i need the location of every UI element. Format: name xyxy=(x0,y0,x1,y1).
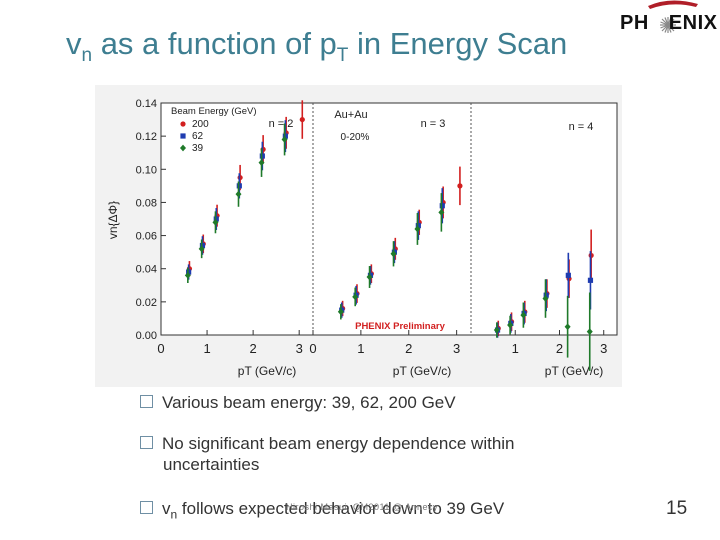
data-point-62 xyxy=(236,183,242,189)
data-point-39 xyxy=(184,271,191,279)
data-point-39 xyxy=(414,225,421,233)
bullet-text-v: v xyxy=(162,499,171,518)
data-point-62 xyxy=(565,272,571,278)
bullet-text-rest: follows expected behavior down to 39 GeV xyxy=(177,499,505,518)
bullet-text: Various beam energy: 39, 62, 200 GeV xyxy=(162,393,456,412)
data-point-62 xyxy=(213,216,219,222)
bullet-box-icon xyxy=(140,395,153,408)
data-point-200 xyxy=(237,174,243,181)
y-tick-label: 0.00 xyxy=(136,330,157,342)
bullet-box-icon xyxy=(140,501,153,514)
bullet-vn-follows: vn follows expected behavior down to 39 … xyxy=(140,498,504,525)
logo-text: PH ENIX xyxy=(620,12,717,35)
title-mid: as a function of p xyxy=(92,26,337,61)
title-sub-n: n xyxy=(81,45,93,66)
data-point-39 xyxy=(564,323,571,331)
y-axis-label: vn{ΔΦ} xyxy=(106,201,120,239)
legend-marker-62 xyxy=(180,133,186,139)
data-point-39 xyxy=(493,326,500,334)
y-tick-label: 0.12 xyxy=(136,131,157,143)
centrality-label: 0-20% xyxy=(341,132,370,143)
x-tick-label: 1 xyxy=(357,341,364,356)
x-tick-label: 2 xyxy=(405,341,412,356)
x-tick-label: 3 xyxy=(296,341,303,356)
vn-chart: 0.00 0.02 0.04 0.06 0.08 0.10 0.12 0.14 vn{ΔΦ} 0 1… xyxy=(106,98,618,378)
system-label: Au+Au xyxy=(334,109,367,121)
data-point-39 xyxy=(258,159,265,167)
bullet-beam-energy: Various beam energy: 39, 62, 200 GeV xyxy=(140,392,456,413)
bullet-box-icon xyxy=(140,436,153,449)
plot-frame xyxy=(160,102,618,336)
title-sub-t: T xyxy=(336,45,349,66)
data-point-39 xyxy=(198,245,205,253)
y-tick-label: 0.04 xyxy=(136,264,157,276)
x-tick-label: 1 xyxy=(512,341,519,356)
legend-entry: 39 xyxy=(192,143,204,154)
x-axis-label: pT (GeV/c) xyxy=(238,364,296,378)
x-tick-label: 0 xyxy=(309,341,316,356)
y-tick-label: 0.08 xyxy=(136,197,157,209)
x-axis-label: pT (GeV/c) xyxy=(545,364,603,378)
x-tick-label: 1 xyxy=(203,341,210,356)
vn-pt-figure: 0.00 0.02 0.04 0.06 0.08 0.10 0.12 0.14 vn{ΔΦ} 0 1… xyxy=(95,85,622,387)
data-point-62 xyxy=(259,153,265,159)
y-tick-label: 0.14 xyxy=(136,98,157,110)
bullet-text-sub: n xyxy=(170,507,178,522)
data-point-39 xyxy=(235,190,242,198)
data-point-39 xyxy=(542,295,549,302)
data-point-39 xyxy=(586,328,593,336)
panel-label: n = 3 xyxy=(421,118,446,130)
phenix-logo-icon xyxy=(648,0,698,33)
bullet-text: No significant beam energy dependence wi… xyxy=(162,434,515,453)
slide-title: vn as a function of pT in Energy Scan xyxy=(66,26,567,67)
legend-marker-200 xyxy=(180,121,186,127)
x-tick-label: 2 xyxy=(250,341,257,356)
y-tick-label: 0.06 xyxy=(136,231,157,243)
title-end: in Energy Scan xyxy=(348,26,568,61)
logo-text-right: ENIX xyxy=(668,12,718,34)
legend-marker-39 xyxy=(180,144,186,152)
bullet-text-continued: uncertainties xyxy=(163,455,260,474)
data-point-39 xyxy=(520,311,527,319)
data-point-200 xyxy=(299,116,305,123)
data-point-62 xyxy=(587,277,594,283)
slide-footer: Hiroshi Masui, QM2011 @ Annecy xyxy=(286,502,439,512)
panel-label: n = 2 xyxy=(269,118,294,130)
x-tick-label: 3 xyxy=(600,341,607,356)
x-axis-label: pT (GeV/c) xyxy=(393,364,451,378)
data-point-62 xyxy=(415,223,421,229)
legend-entry: 200 xyxy=(192,119,209,130)
legend-title: Beam Energy (GeV) xyxy=(171,106,257,117)
preliminary-label: PHENIX Preliminary xyxy=(355,321,445,332)
data-point-62 xyxy=(439,203,445,209)
data-point-200 xyxy=(457,183,463,189)
data-point-39 xyxy=(507,321,514,329)
x-tick-label: 0 xyxy=(157,341,164,356)
data-point-39 xyxy=(337,308,344,316)
y-tick-label: 0.02 xyxy=(136,297,157,309)
data-point-39 xyxy=(438,208,445,216)
data-point-62 xyxy=(282,133,288,139)
x-tick-label: 2 xyxy=(556,341,563,356)
page-number: 15 xyxy=(666,498,688,519)
x-tick-label: 3 xyxy=(453,341,460,356)
data-point-62 xyxy=(199,242,206,249)
data-point-62 xyxy=(186,269,192,275)
data-point-39 xyxy=(212,218,219,226)
y-tick-label: 0.10 xyxy=(136,164,157,176)
data-point-39 xyxy=(390,250,397,258)
title-v: v xyxy=(66,26,82,61)
panel-label: n = 4 xyxy=(569,121,594,133)
bullet-no-dependence: No significant beam energy dependence wi… xyxy=(140,433,515,475)
logo-text-left: PH xyxy=(620,12,649,34)
data-point-39 xyxy=(352,293,359,301)
legend-entry: 62 xyxy=(192,131,204,142)
